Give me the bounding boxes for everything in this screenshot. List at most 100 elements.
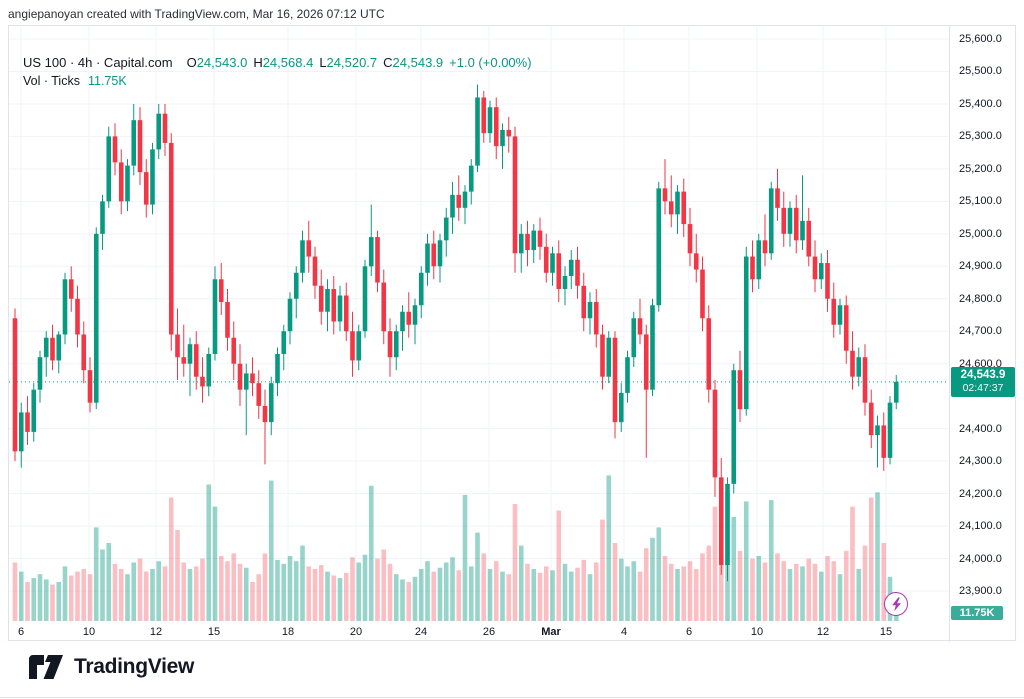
candle-body	[25, 412, 30, 432]
volume-bar	[68, 575, 74, 621]
volume-bar	[668, 563, 674, 621]
price-axis-label: 25,000.0	[959, 227, 1002, 240]
volume-bar	[518, 545, 524, 621]
time-axis-label: 12	[816, 626, 830, 638]
candle-body	[50, 337, 55, 361]
candle-body	[500, 129, 505, 147]
volume-label: Vol · Ticks	[23, 74, 80, 88]
volume-bar	[287, 556, 293, 621]
candle-body	[200, 376, 205, 387]
volume-bar	[881, 543, 887, 621]
price-axis-label: 24,300.0	[959, 455, 1002, 468]
volume-bar	[493, 561, 499, 621]
volume-bar	[825, 556, 830, 621]
symbol-title: US 100 · 4h · Capital.com	[23, 55, 173, 70]
volume-bar	[581, 559, 587, 621]
candle-body	[187, 344, 193, 364]
candle-body	[862, 357, 868, 403]
price-axis-label: 24,200.0	[959, 487, 1002, 500]
price-axis-label: 25,300.0	[959, 130, 1002, 143]
price-axis-label: 24,400.0	[959, 422, 1002, 435]
low-label: L	[319, 55, 327, 70]
boost-button[interactable]	[884, 592, 908, 616]
volume-bar	[300, 545, 305, 621]
candle-body	[556, 253, 562, 290]
volume-bar	[206, 484, 212, 621]
volume-bar	[375, 558, 380, 621]
volume-bar	[800, 566, 805, 621]
candle-body	[506, 129, 512, 137]
candle-body	[625, 357, 630, 393]
open-label: O	[186, 55, 197, 70]
volume-bar	[156, 561, 162, 621]
candle-body	[256, 383, 262, 406]
candle-body	[775, 188, 780, 208]
volume-bar	[356, 562, 362, 621]
candle-body	[350, 331, 355, 361]
candle-body	[106, 136, 112, 202]
volume-bar	[487, 569, 493, 621]
candle-body	[381, 282, 387, 332]
candle-body	[456, 194, 462, 208]
candle-body	[268, 383, 274, 423]
candle-body	[281, 331, 287, 354]
candle-body	[287, 298, 293, 332]
candle-body	[137, 120, 143, 173]
volume-bar	[562, 563, 568, 621]
volume-bar	[412, 576, 418, 621]
volume-bar	[187, 569, 193, 621]
time-axis-label: 15	[207, 626, 221, 638]
candle-body	[712, 389, 718, 478]
candle-body	[518, 233, 524, 254]
candlestick-chart[interactable]	[9, 26, 949, 622]
volume-bar	[843, 550, 849, 621]
volume-bar	[381, 549, 387, 621]
volume-bar	[550, 570, 555, 621]
candle-body	[93, 233, 99, 403]
volume-bar	[37, 574, 43, 621]
time-axis-label: 6	[17, 626, 25, 638]
candle-body	[612, 337, 618, 423]
high-label: H	[253, 55, 263, 70]
time-axis[interactable]: 6 10 12 15 18 20 24 26 Mar 4 6 10 12 15	[9, 622, 949, 642]
volume-bar	[831, 561, 837, 621]
volume-bar	[781, 561, 787, 621]
volume-bar	[450, 557, 455, 621]
page-bottom-divider	[0, 697, 1024, 698]
chart-legend[interactable]: US 100 · 4h · Capital.com O24,543.0 H24,56…	[23, 55, 532, 88]
volume-bar	[143, 571, 149, 621]
candle-body	[131, 120, 137, 166]
candle-body	[118, 162, 124, 202]
volume-bar	[400, 579, 405, 621]
volume-bar	[750, 558, 755, 621]
candle-body	[12, 318, 18, 452]
volume-bar	[687, 561, 693, 621]
volume-bar	[731, 517, 737, 621]
price-axis[interactable]: 25,600.0 25,500.0 25,400.0 25,300.0 25,200.0…	[949, 26, 1017, 642]
time-axis-label: 18	[281, 626, 295, 638]
attribution-text: angiepanoyan created with TradingView.co…	[8, 7, 385, 21]
candle-body	[537, 230, 543, 247]
candle-body	[150, 149, 155, 205]
candle-body	[493, 107, 499, 147]
high-value: 24,568.4	[262, 55, 314, 70]
volume-bar	[712, 506, 718, 621]
volume-bar	[306, 566, 312, 621]
volume-bar	[106, 543, 112, 621]
footer-logo[interactable]: TradingView	[28, 654, 194, 680]
candle-body	[662, 188, 668, 202]
candle-body	[331, 289, 337, 322]
volume-bar	[856, 569, 862, 621]
close-label: C	[383, 55, 393, 70]
volume-axis-badge: 11.75K	[951, 606, 1003, 620]
volume-bar	[793, 563, 799, 621]
volume-bar	[293, 561, 299, 621]
volume-bar	[481, 553, 487, 621]
volume-bar	[587, 574, 593, 621]
volume-bar	[818, 571, 824, 621]
candle-body	[668, 201, 674, 215]
bar-countdown: 02:47:37	[962, 381, 1004, 394]
candle-body	[656, 188, 662, 306]
volume-bar	[118, 569, 124, 621]
volume-bar	[125, 574, 130, 621]
